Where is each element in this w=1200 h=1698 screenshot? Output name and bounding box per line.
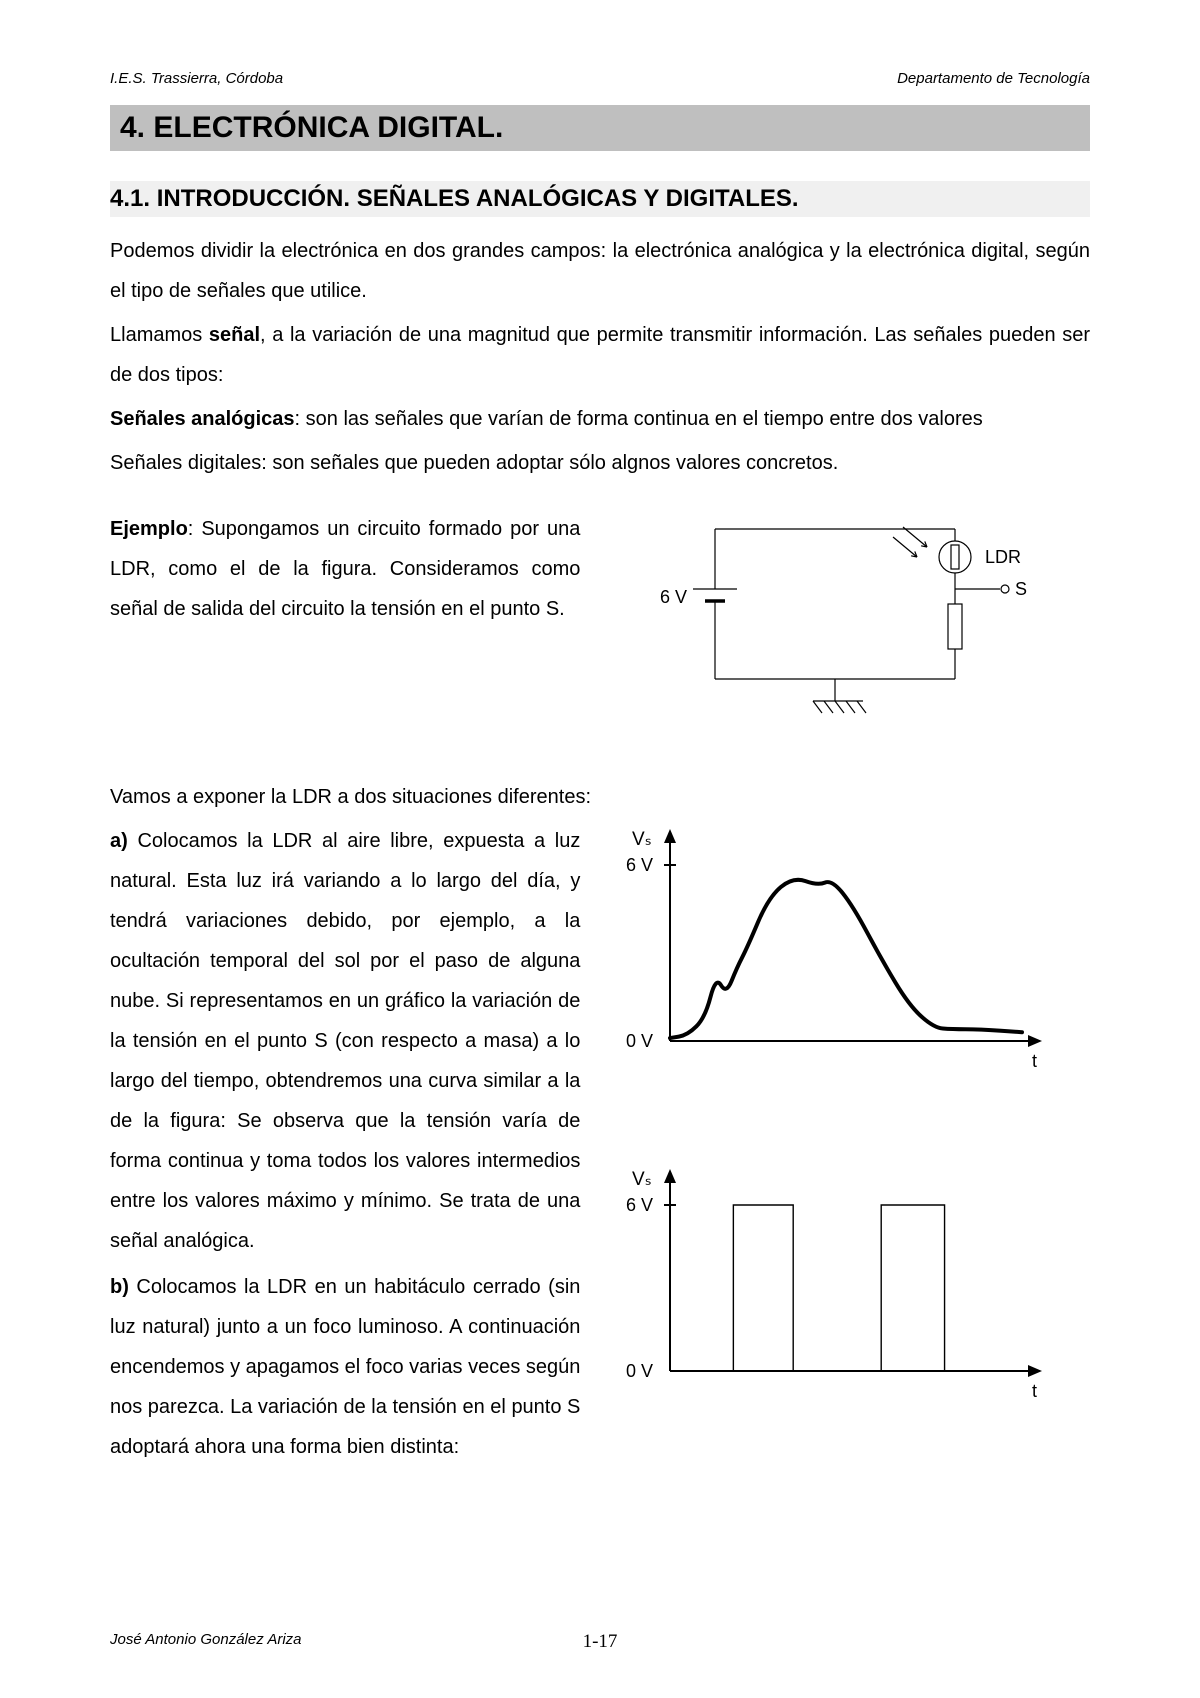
digital-signal-chart: 6 V 0 V Vₛ t <box>610 1161 1050 1411</box>
intro-p2-a: Llamamos <box>110 324 209 346</box>
intro-p4: Señales digitales: son señales que puede… <box>110 443 1090 483</box>
charts-col: 6 V 0 V Vₛ t 6 V 0 V Vₛ t <box>610 821 1090 1411</box>
svg-text:LDR: LDR <box>985 547 1021 567</box>
item-a-text: a) Colocamos la LDR al aire libre, expue… <box>110 821 580 1467</box>
item-a-row: a) Colocamos la LDR al aire libre, expue… <box>110 821 1090 1467</box>
example-label: Ejemplo <box>110 518 188 540</box>
footer-author: José Antonio González Ariza <box>110 1631 302 1648</box>
header-right: Departamento de Tecnología <box>897 70 1090 87</box>
section-rest: . INTRODUCCIÓN. SEÑALES ANALÓGICAS Y DIG… <box>143 185 798 212</box>
page-header: I.E.S. Trassierra, Córdoba Departamento … <box>110 70 1090 87</box>
section-title: 4.1. INTRODUCCIÓN. SEÑALES ANALÓGICAS Y … <box>110 181 1090 217</box>
section-number: 4.1 <box>110 185 143 212</box>
svg-text:0 V: 0 V <box>626 1031 653 1051</box>
example-text-col: Ejemplo: Supongamos un circuito formado … <box>110 509 580 629</box>
circuit-col: 6 V LDR S <box>610 509 1090 739</box>
svg-text:0 V: 0 V <box>626 1361 653 1381</box>
item-a-body: Colocamos la LDR al aire libre, expuesta… <box>110 830 580 1252</box>
item-b-body: Colocamos la LDR en un habitáculo cerrad… <box>110 1276 580 1458</box>
svg-text:Vₛ: Vₛ <box>632 829 652 850</box>
intro-p3: Señales analógicas: son las señales que … <box>110 399 1090 439</box>
intro-p3-bold: Señales analógicas <box>110 408 295 430</box>
svg-text:t: t <box>1032 1381 1037 1401</box>
page-footer: José Antonio González Ariza 1-17 <box>110 1631 1090 1648</box>
svg-text:6 V: 6 V <box>626 1195 653 1215</box>
circuit-diagram: 6 V LDR S <box>635 509 1065 739</box>
header-left: I.E.S. Trassierra, Córdoba <box>110 70 283 87</box>
item-b-label: b) <box>110 1276 129 1298</box>
example-row: Ejemplo: Supongamos un circuito formado … <box>110 509 1090 739</box>
svg-text:S: S <box>1015 579 1027 599</box>
intro-p2: Llamamos señal, a la variación de una ma… <box>110 315 1090 395</box>
section2-intro: Vamos a exponer la LDR a dos situaciones… <box>110 777 1090 817</box>
svg-text:6 V: 6 V <box>626 855 653 875</box>
footer-page: 1-17 <box>583 1631 618 1653</box>
chapter-title: 4. ELECTRÓNICA DIGITAL. <box>110 105 1090 151</box>
svg-text:Vₛ: Vₛ <box>632 1169 652 1190</box>
item-a-label: a) <box>110 830 128 852</box>
intro-p1: Podemos dividir la electrónica en dos gr… <box>110 231 1090 311</box>
intro-p2-bold: señal <box>209 324 260 346</box>
svg-text:t: t <box>1032 1051 1037 1071</box>
intro-p3-rest: : son las señales que varían de forma co… <box>295 408 983 430</box>
svg-text:6 V: 6 V <box>660 587 687 607</box>
analog-signal-chart: 6 V 0 V Vₛ t <box>610 821 1050 1081</box>
